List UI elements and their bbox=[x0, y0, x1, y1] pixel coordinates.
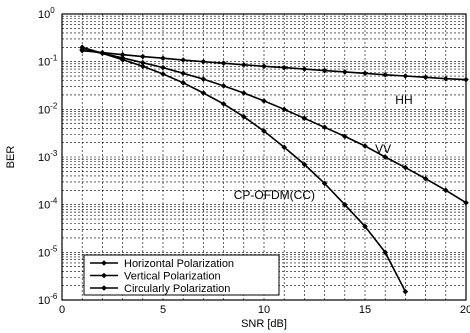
y-axis-label: BER bbox=[5, 146, 17, 169]
series-3-point bbox=[362, 223, 368, 230]
plot-frame bbox=[61, 13, 467, 301]
legend-marker bbox=[101, 260, 107, 266]
series-1-point bbox=[422, 74, 429, 81]
series-line-2 bbox=[82, 48, 467, 204]
series-1-point bbox=[261, 63, 267, 70]
series-2-point bbox=[362, 143, 368, 149]
series-1-point bbox=[160, 55, 166, 62]
series-3-point bbox=[241, 113, 247, 120]
y-axis-ticks: 100 10-1 10-2 10-3 10-4 10-5 10-6 bbox=[38, 6, 58, 307]
x-axis-ticks: 0 5 10 15 20 bbox=[59, 304, 470, 316]
x-tick-label: 5 bbox=[160, 304, 166, 316]
series-3-point bbox=[99, 50, 106, 57]
y-tick-label: 10-1 bbox=[38, 54, 58, 69]
series-3-point bbox=[200, 90, 207, 96]
y-tick-label: 10-5 bbox=[38, 244, 58, 259]
series-1-point bbox=[241, 61, 247, 68]
series-2-point bbox=[422, 175, 429, 182]
series-3-point bbox=[382, 249, 388, 256]
series-layer bbox=[79, 44, 469, 295]
series-2-point bbox=[200, 76, 207, 82]
annotation-label: VV bbox=[375, 142, 391, 156]
series-1-point bbox=[362, 70, 368, 77]
series-1-point bbox=[200, 58, 207, 65]
series-3-point bbox=[402, 288, 409, 295]
series-3-point bbox=[79, 44, 85, 51]
y-tick-label: 10-6 bbox=[38, 292, 58, 307]
series-1-point bbox=[321, 67, 328, 74]
series-2-point bbox=[180, 70, 186, 77]
series-3-point bbox=[281, 144, 287, 151]
legend-marker bbox=[101, 272, 107, 279]
series-2-point bbox=[443, 187, 449, 194]
series-1-point bbox=[382, 72, 388, 78]
series-2-point bbox=[261, 98, 267, 104]
series-1-point bbox=[119, 51, 126, 58]
y-tick-label: 10-3 bbox=[38, 149, 58, 164]
annotations: HH VV CP-OFDM(CC) bbox=[234, 93, 413, 202]
series-3-point bbox=[261, 128, 267, 134]
x-axis-label: SNR [dB] bbox=[241, 318, 287, 330]
series-1-point bbox=[402, 73, 409, 79]
series-2-point bbox=[382, 154, 388, 160]
series-1-point bbox=[342, 69, 348, 75]
series-1-point bbox=[463, 76, 469, 83]
series-2-point bbox=[402, 164, 409, 171]
x-tick-label: 15 bbox=[359, 304, 371, 316]
series-line-1 bbox=[82, 49, 467, 81]
series-2-point bbox=[342, 133, 348, 140]
annotation-label: CP-OFDM(CC) bbox=[234, 188, 315, 202]
y-tick-label: 10-2 bbox=[38, 101, 58, 116]
series-1-point bbox=[180, 57, 186, 63]
series-1-point bbox=[140, 53, 146, 60]
series-2-point bbox=[140, 59, 146, 66]
series-3-point bbox=[180, 80, 186, 86]
series-3-point bbox=[342, 201, 348, 208]
annotation-label: HH bbox=[395, 93, 412, 107]
series-3-point bbox=[140, 63, 146, 70]
legend-marker bbox=[101, 285, 107, 291]
series-3-point bbox=[119, 56, 126, 63]
series-3-point bbox=[160, 71, 166, 77]
series-2-point bbox=[281, 106, 287, 113]
series-1-point bbox=[301, 66, 308, 72]
y-tick-label: 100 bbox=[38, 6, 55, 21]
series-3-point bbox=[321, 180, 328, 187]
y-tick-label: 10-4 bbox=[38, 197, 58, 212]
series-2-point bbox=[321, 124, 328, 131]
x-tick-label: 20 bbox=[460, 304, 470, 316]
series-2-point bbox=[220, 83, 227, 89]
series-2-point bbox=[160, 64, 166, 71]
legend-entry: Horizontal Polarization bbox=[124, 258, 234, 270]
x-tick-label: 10 bbox=[258, 304, 270, 316]
legend-entry: Circularly Polarization bbox=[124, 283, 230, 295]
series-2-point bbox=[241, 90, 247, 96]
series-2-point bbox=[463, 199, 469, 206]
series-3-point bbox=[220, 101, 227, 107]
series-1-point bbox=[220, 60, 227, 66]
series-1-point bbox=[443, 75, 449, 82]
series-1-point bbox=[281, 64, 287, 71]
legend-entry: Vertical Polarization bbox=[124, 271, 221, 283]
x-tick-label: 0 bbox=[59, 304, 65, 316]
series-3-point bbox=[301, 161, 308, 168]
series-2-point bbox=[301, 115, 308, 122]
